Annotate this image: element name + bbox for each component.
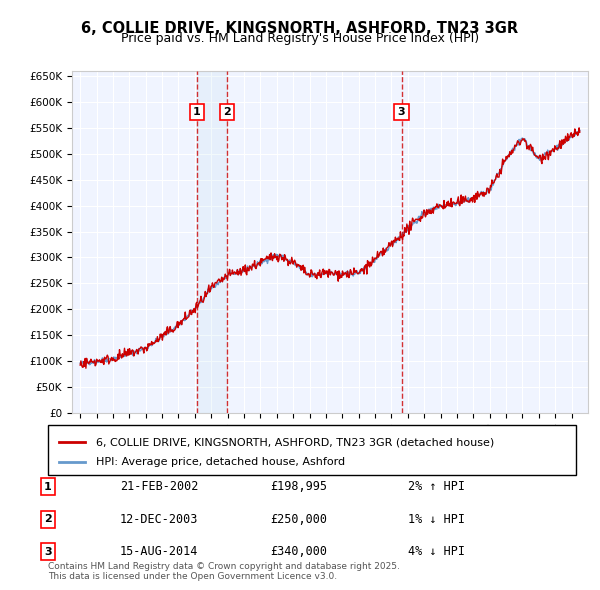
Text: 21-FEB-2002: 21-FEB-2002	[120, 480, 199, 493]
Text: £340,000: £340,000	[270, 545, 327, 558]
Bar	[197, 71, 227, 413]
Text: 2: 2	[223, 107, 230, 117]
Text: 15-AUG-2014: 15-AUG-2014	[120, 545, 199, 558]
Text: £198,995: £198,995	[270, 480, 327, 493]
Text: Contains HM Land Registry data © Crown copyright and database right 2025.
This d: Contains HM Land Registry data © Crown c…	[48, 562, 400, 581]
Text: 6, COLLIE DRIVE, KINGSNORTH, ASHFORD, TN23 3GR: 6, COLLIE DRIVE, KINGSNORTH, ASHFORD, TN…	[82, 21, 518, 35]
Text: 1% ↓ HPI: 1% ↓ HPI	[408, 513, 465, 526]
Text: HPI: Average price, detached house, Ashford: HPI: Average price, detached house, Ashf…	[95, 457, 344, 467]
Text: 12-DEC-2003: 12-DEC-2003	[120, 513, 199, 526]
Text: 4% ↓ HPI: 4% ↓ HPI	[408, 545, 465, 558]
Text: 3: 3	[398, 107, 406, 117]
Text: 2: 2	[44, 514, 52, 524]
Text: 1: 1	[193, 107, 201, 117]
FancyBboxPatch shape	[48, 425, 576, 475]
Text: 2% ↑ HPI: 2% ↑ HPI	[408, 480, 465, 493]
Text: 1: 1	[44, 482, 52, 491]
Text: 3: 3	[44, 547, 52, 556]
Text: Price paid vs. HM Land Registry's House Price Index (HPI): Price paid vs. HM Land Registry's House …	[121, 32, 479, 45]
Text: 6, COLLIE DRIVE, KINGSNORTH, ASHFORD, TN23 3GR (detached house): 6, COLLIE DRIVE, KINGSNORTH, ASHFORD, TN…	[95, 437, 494, 447]
Text: £250,000: £250,000	[270, 513, 327, 526]
